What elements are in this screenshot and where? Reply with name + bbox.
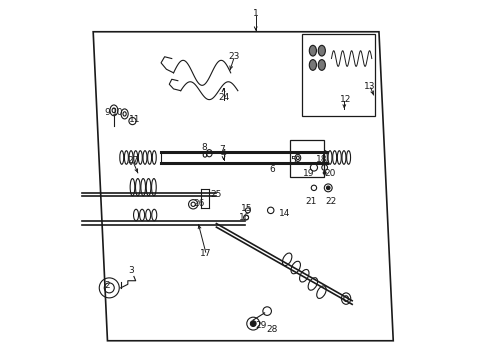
Text: 7: 7 — [219, 145, 224, 154]
Ellipse shape — [309, 60, 317, 70]
Text: 15: 15 — [241, 204, 252, 213]
Text: 22: 22 — [326, 197, 337, 206]
Text: 5: 5 — [291, 156, 296, 165]
Text: 2: 2 — [105, 281, 110, 290]
Text: 12: 12 — [341, 95, 352, 104]
Text: 3: 3 — [128, 266, 134, 275]
Text: 26: 26 — [193, 199, 204, 208]
Text: 27: 27 — [128, 156, 139, 165]
Text: 1: 1 — [253, 9, 259, 18]
Text: 20: 20 — [324, 169, 336, 178]
Text: 11: 11 — [129, 115, 141, 124]
Text: 6: 6 — [269, 165, 275, 174]
Text: 29: 29 — [255, 321, 267, 330]
Text: 8: 8 — [201, 143, 207, 152]
Text: 24: 24 — [218, 93, 229, 102]
Text: 4: 4 — [221, 149, 226, 158]
Text: 21: 21 — [305, 197, 317, 206]
Text: 19: 19 — [303, 169, 315, 178]
Ellipse shape — [326, 186, 330, 190]
Ellipse shape — [323, 171, 326, 174]
Text: 18: 18 — [316, 155, 327, 164]
Bar — [290, 140, 323, 177]
Text: 13: 13 — [364, 82, 376, 91]
Ellipse shape — [309, 45, 317, 56]
Text: 14: 14 — [279, 210, 291, 219]
Ellipse shape — [318, 60, 325, 70]
Text: 23: 23 — [229, 52, 240, 61]
Text: 28: 28 — [266, 325, 277, 334]
Ellipse shape — [318, 45, 325, 56]
Text: 16: 16 — [239, 213, 250, 222]
Text: 25: 25 — [210, 190, 221, 199]
Circle shape — [250, 321, 256, 327]
Text: 10: 10 — [112, 108, 124, 117]
Text: 9: 9 — [104, 108, 110, 117]
Text: 17: 17 — [200, 249, 212, 258]
